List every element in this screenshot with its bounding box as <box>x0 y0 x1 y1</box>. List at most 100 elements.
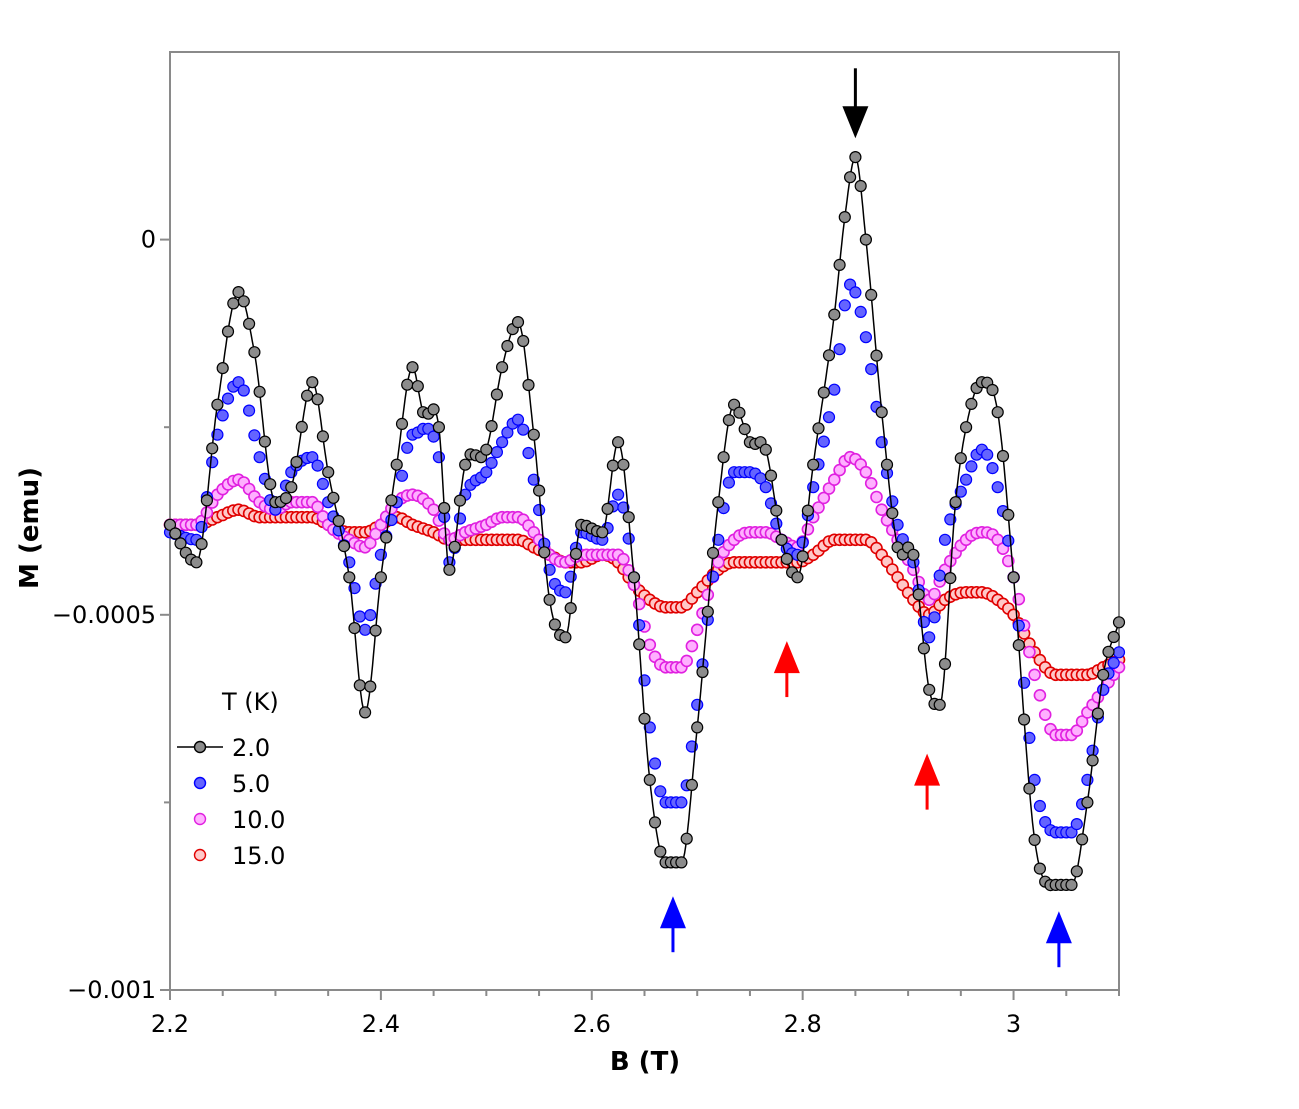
data-point <box>406 361 419 374</box>
data-point <box>496 436 509 449</box>
data-point <box>301 389 314 402</box>
x-axis-title: B (T) <box>610 1047 680 1077</box>
data-point <box>854 179 867 193</box>
data-point <box>511 316 525 329</box>
x-tick-label: 2.2 <box>151 1010 189 1038</box>
data-point <box>1112 616 1126 629</box>
data-point <box>1023 731 1036 745</box>
legend: T (K) 2.0 5.0 10.0 15.0 <box>177 688 285 870</box>
x-tick-label: 3 <box>1006 1010 1021 1038</box>
data-point <box>991 406 1004 419</box>
data-point <box>611 436 625 449</box>
data-point <box>374 571 387 584</box>
data-point <box>622 532 635 545</box>
data-point <box>981 448 994 461</box>
data-point <box>1065 878 1078 892</box>
data-point <box>438 501 451 515</box>
data-point <box>701 588 715 602</box>
data-point <box>232 286 245 299</box>
data-point <box>1007 571 1020 584</box>
data-point <box>933 698 946 711</box>
legend-item-10.0: 10.0 <box>193 806 285 834</box>
data-point <box>643 638 657 652</box>
data-point <box>290 455 303 469</box>
data-point <box>859 331 873 344</box>
data-point <box>253 385 266 398</box>
data-point <box>359 623 372 636</box>
data-point <box>875 406 888 419</box>
data-point <box>801 522 815 536</box>
data-point <box>690 623 704 637</box>
data-point <box>796 536 809 549</box>
data-point <box>517 423 530 436</box>
data-point <box>791 571 804 584</box>
x-tick-label: 2.8 <box>784 1010 822 1038</box>
legend-marker <box>193 740 207 754</box>
data-point <box>311 500 324 514</box>
data-point <box>1097 668 1110 681</box>
data-point <box>485 456 498 469</box>
data-point <box>1070 724 1084 738</box>
annotation-layer <box>659 68 1072 968</box>
data-point <box>248 429 261 442</box>
data-point <box>1023 782 1036 795</box>
data-point <box>738 423 751 436</box>
data-point <box>706 546 720 560</box>
data-point <box>485 420 498 433</box>
data-point <box>675 796 688 809</box>
legend-items: 2.0 5.0 10.0 15.0 <box>177 734 285 870</box>
data-point <box>527 428 540 441</box>
data-point <box>543 593 556 606</box>
data-point <box>843 171 857 184</box>
data-point <box>643 721 656 734</box>
data-point <box>849 286 862 299</box>
data-point <box>1081 796 1094 809</box>
data-point <box>432 421 445 434</box>
data-point <box>596 526 609 539</box>
data-point <box>253 451 266 464</box>
data-point <box>390 458 403 471</box>
data-point <box>807 458 820 471</box>
data-point <box>343 571 356 584</box>
data-point <box>522 378 535 392</box>
data-point <box>859 465 873 479</box>
data-point <box>195 520 208 534</box>
y-tick-label: −0.0005 <box>52 601 156 629</box>
data-point <box>221 392 235 405</box>
data-point <box>928 587 941 601</box>
data-point <box>907 548 920 561</box>
data-point <box>200 494 213 507</box>
data-point <box>691 721 704 734</box>
data-point <box>395 469 409 482</box>
data-point <box>1097 683 1110 696</box>
data-point <box>459 458 472 471</box>
data-point <box>501 339 514 353</box>
data-point <box>965 460 978 473</box>
data-point <box>759 443 772 456</box>
data-point <box>527 473 540 486</box>
legend-label: 15.0 <box>232 842 285 870</box>
data-point <box>1107 630 1120 644</box>
data-point <box>453 494 467 507</box>
data-point <box>864 476 878 490</box>
data-point <box>311 459 324 472</box>
data-point <box>854 305 867 318</box>
data-point <box>401 378 414 391</box>
data-point <box>195 537 208 551</box>
data-point <box>364 680 377 693</box>
data-point <box>216 409 229 422</box>
data-point <box>1070 865 1083 878</box>
data-point <box>1086 754 1099 767</box>
data-point <box>633 638 646 651</box>
data-point <box>480 466 493 479</box>
data-point <box>617 458 630 471</box>
data-point <box>880 458 894 471</box>
data-point <box>264 478 277 491</box>
data-point <box>643 773 656 787</box>
data-point <box>206 456 219 469</box>
data-point <box>1001 554 1015 568</box>
data-point <box>675 856 688 869</box>
data-point <box>1028 668 1041 682</box>
legend-label: 10.0 <box>232 806 285 834</box>
